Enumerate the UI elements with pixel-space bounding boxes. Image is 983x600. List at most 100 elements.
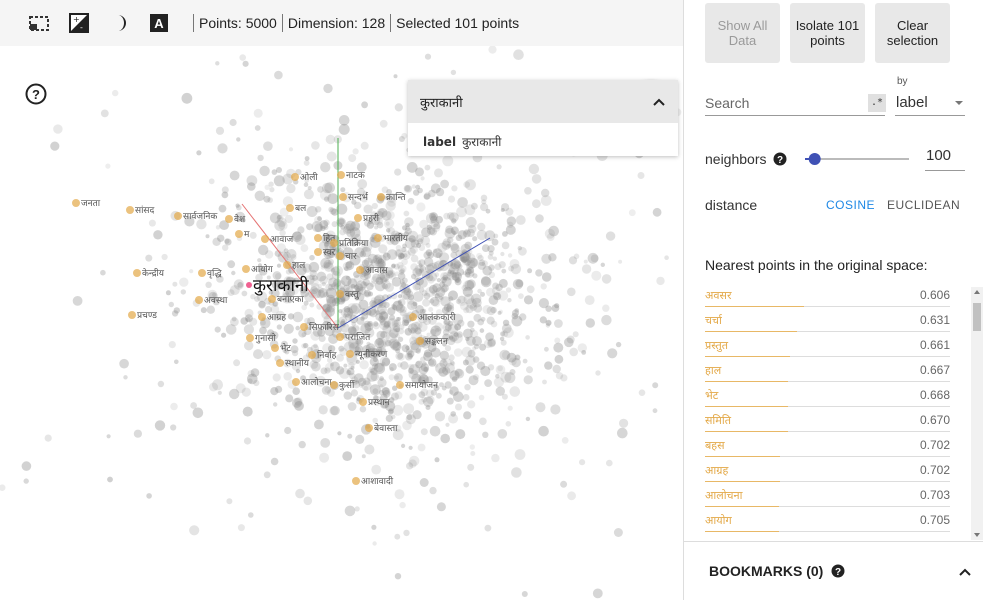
data-point[interactable] [454, 272, 462, 280]
data-point[interactable] [515, 215, 526, 225]
data-point[interactable] [369, 236, 376, 243]
data-point[interactable] [348, 326, 357, 336]
data-point[interactable] [263, 141, 273, 151]
data-point[interactable] [460, 256, 468, 263]
data-point[interactable] [402, 225, 408, 231]
data-point[interactable] [384, 267, 394, 276]
data-point[interactable] [440, 433, 451, 444]
data-point[interactable] [321, 385, 331, 395]
data-point[interactable] [206, 305, 215, 314]
data-point[interactable] [303, 300, 309, 306]
data-point[interactable] [344, 287, 355, 298]
data-point[interactable] [359, 250, 367, 258]
data-point[interactable] [503, 327, 514, 338]
data-point[interactable] [304, 178, 310, 183]
neighbor-point[interactable] [225, 215, 233, 223]
data-point[interactable] [283, 251, 291, 260]
data-point[interactable] [379, 308, 386, 315]
data-point[interactable] [226, 498, 233, 505]
data-point[interactable] [309, 373, 318, 382]
scroll-thumb[interactable] [973, 303, 981, 331]
data-point[interactable] [359, 360, 369, 370]
data-point[interactable] [423, 366, 429, 373]
data-point[interactable] [359, 405, 367, 413]
data-point[interactable] [378, 389, 384, 396]
neighbor-point[interactable] [291, 173, 299, 181]
data-point[interactable] [369, 300, 377, 308]
data-point[interactable] [376, 346, 383, 354]
data-point[interactable] [535, 269, 543, 277]
data-point[interactable] [407, 367, 414, 374]
data-point[interactable] [435, 328, 440, 333]
data-point[interactable] [466, 259, 476, 270]
data-point[interactable] [348, 362, 355, 369]
data-point[interactable] [652, 408, 658, 414]
data-point[interactable] [560, 374, 568, 382]
data-point[interactable] [514, 308, 519, 313]
data-point[interactable] [100, 109, 109, 118]
data-point[interactable] [123, 375, 128, 380]
data-point[interactable] [356, 238, 362, 245]
data-point[interactable] [279, 207, 289, 217]
data-point[interactable] [406, 297, 415, 305]
data-point[interactable] [490, 306, 497, 314]
data-point[interactable] [369, 281, 376, 287]
data-point[interactable] [215, 61, 220, 66]
data-point[interactable] [378, 244, 388, 254]
data-point[interactable] [448, 331, 460, 342]
data-point[interactable] [342, 226, 352, 235]
data-point[interactable] [417, 187, 423, 194]
data-point[interactable] [501, 268, 507, 274]
data-point[interactable] [429, 486, 437, 495]
data-point[interactable] [349, 254, 361, 266]
data-point[interactable] [396, 262, 404, 269]
data-point[interactable] [274, 273, 282, 280]
data-point[interactable] [462, 259, 467, 264]
data-point[interactable] [394, 533, 401, 540]
data-point[interactable] [325, 294, 336, 304]
data-point[interactable] [419, 265, 426, 272]
data-point[interactable] [390, 230, 400, 240]
data-point[interactable] [431, 290, 437, 296]
data-point[interactable] [284, 349, 290, 355]
data-point[interactable] [397, 362, 403, 368]
neighbor-point[interactable] [374, 234, 382, 242]
data-point[interactable] [317, 328, 326, 337]
scroll-up-arrow[interactable] [974, 290, 980, 294]
data-point[interactable] [355, 359, 360, 364]
help-icon[interactable]: ? [831, 564, 845, 578]
data-point[interactable] [312, 327, 323, 337]
data-point[interactable] [461, 284, 468, 292]
data-point[interactable] [436, 392, 442, 399]
data-point[interactable] [664, 255, 669, 260]
data-point[interactable] [350, 221, 361, 231]
data-point[interactable] [287, 298, 293, 304]
data-point[interactable] [338, 123, 350, 135]
data-point[interactable] [370, 258, 380, 267]
data-point[interactable] [615, 341, 622, 348]
data-point[interactable] [398, 252, 405, 260]
data-point[interactable] [165, 290, 171, 296]
data-point[interactable] [316, 303, 323, 310]
data-point[interactable] [302, 354, 310, 362]
data-point[interactable] [410, 342, 422, 353]
data-point[interactable] [606, 459, 613, 467]
data-point[interactable] [328, 258, 334, 265]
data-point[interactable] [497, 429, 508, 439]
data-point[interactable] [404, 227, 412, 235]
data-point[interactable] [472, 336, 482, 347]
data-point[interactable] [482, 265, 493, 276]
data-point[interactable] [473, 374, 480, 381]
data-point[interactable] [344, 505, 356, 517]
data-point[interactable] [373, 321, 379, 327]
data-point[interactable] [392, 322, 400, 331]
data-point[interactable] [426, 332, 431, 337]
data-point[interactable] [416, 281, 420, 285]
data-point[interactable] [274, 220, 286, 231]
data-point[interactable] [401, 443, 406, 448]
data-point[interactable] [431, 223, 441, 233]
data-point[interactable] [300, 375, 307, 382]
data-point[interactable] [172, 281, 178, 287]
data-point[interactable] [394, 168, 402, 176]
data-point[interactable] [462, 286, 473, 297]
